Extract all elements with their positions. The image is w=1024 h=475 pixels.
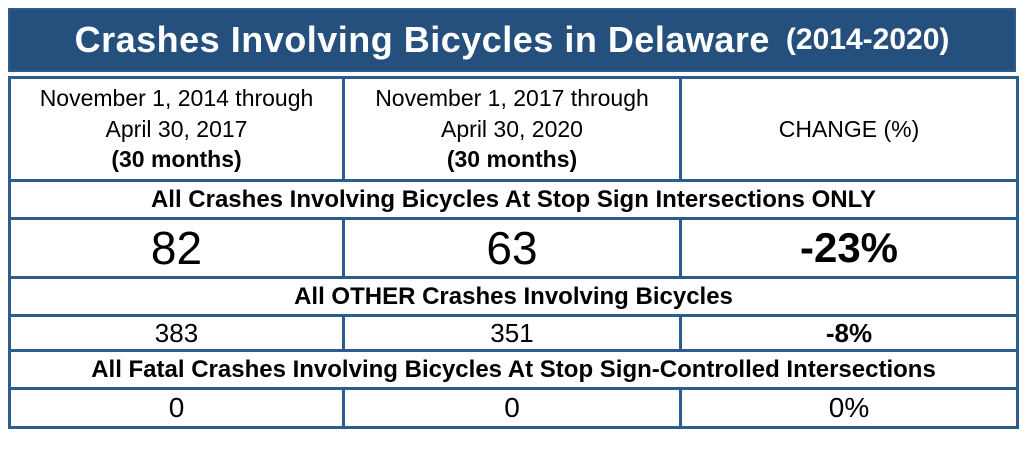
data-row-fatal: 0 0 0% — [8, 387, 1019, 429]
section-row-stop-sign: All Crashes Involving Bicycles At Stop S… — [8, 179, 1019, 220]
title-period: (2014-2020) — [785, 23, 950, 56]
page-title: Crashes Involving Bicycles in Delaware — [74, 19, 770, 60]
section-header-other: All OTHER Crashes Involving Bicycles — [8, 276, 1019, 317]
section-header-fatal: All Fatal Crashes Involving Bicycles At … — [8, 349, 1019, 390]
period-1-line-1: November 1, 2014 through — [39, 85, 314, 112]
value-fatal-period-1: 0 — [8, 387, 345, 429]
value-other-period-2: 351 — [342, 314, 682, 352]
section-row-other: All OTHER Crashes Involving Bicycles — [8, 276, 1019, 317]
crash-data-table: November 1, 2014 through April 30, 2017 … — [8, 76, 1019, 429]
crash-table-page: Crashes Involving Bicycles in Delaware (… — [8, 8, 1019, 429]
value-fatal-period-2: 0 — [342, 387, 682, 429]
table-title-bar: Crashes Involving Bicycles in Delaware (… — [8, 8, 1016, 72]
value-stop-sign-change-highlight: -23% — [679, 217, 1019, 279]
col-header-change: CHANGE (%) — [679, 76, 1019, 182]
period-1-line-2: April 30, 2017 — [105, 115, 248, 142]
data-row-other: 383 351 -8% — [8, 314, 1019, 352]
value-fatal-change: 0% — [679, 387, 1019, 429]
value-other-change: -8% — [679, 314, 1019, 352]
period-2-line-1: November 1, 2017 through — [375, 85, 649, 112]
period-1-duration: (30 months) — [111, 146, 242, 173]
value-other-period-1: 383 — [8, 314, 345, 352]
period-2-line-2: April 30, 2020 — [441, 115, 583, 142]
section-header-stop-sign: All Crashes Involving Bicycles At Stop S… — [8, 179, 1019, 220]
section-row-fatal: All Fatal Crashes Involving Bicycles At … — [8, 349, 1019, 390]
value-stop-sign-period-2: 63 — [342, 217, 682, 279]
period-2-duration: (30 months) — [446, 146, 578, 173]
data-row-stop-sign: 82 63 -23% — [8, 217, 1019, 279]
col-header-period-1: November 1, 2014 through April 30, 2017 … — [8, 76, 345, 182]
col-header-period-2: November 1, 2017 through April 30, 2020 … — [342, 76, 682, 182]
column-header-row: November 1, 2014 through April 30, 2017 … — [8, 76, 1019, 182]
value-stop-sign-period-1: 82 — [8, 217, 345, 279]
